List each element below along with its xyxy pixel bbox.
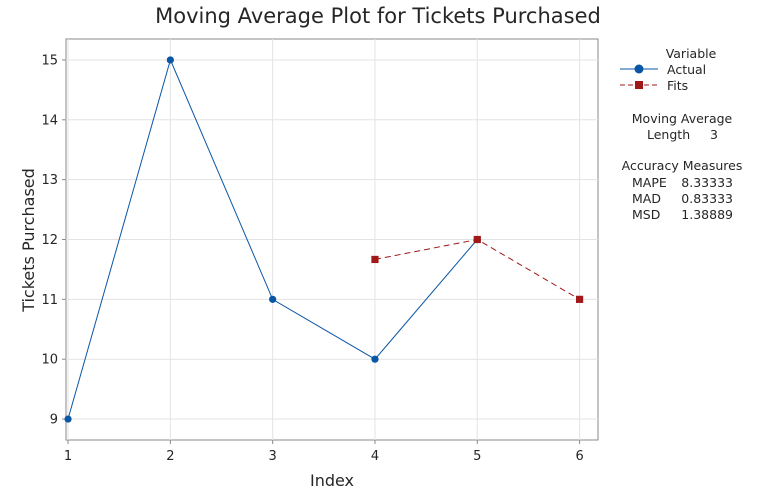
y-tick-label: 13: [41, 173, 58, 188]
y-tick-label: 9: [50, 413, 58, 428]
data-point-fits: [473, 235, 481, 244]
accuracy-label-msd: MSD: [632, 207, 660, 222]
accuracy-measures: Accuracy Measures MAPE 8.33333 MAD 0.833…: [622, 158, 743, 222]
chart-title: Moving Average Plot for Tickets Purchase…: [155, 4, 601, 28]
data-point-fits: [371, 255, 379, 264]
data-series: [64, 56, 584, 423]
accuracy-label-mape: MAPE: [632, 175, 667, 190]
data-point-actual: [64, 415, 72, 423]
moving-average-info: Moving Average Length 3: [632, 111, 733, 142]
x-axis-label: Index: [310, 471, 354, 490]
accuracy-label-mad: MAD: [632, 191, 661, 206]
y-tick-label: 11: [41, 293, 58, 308]
data-point-fits: [575, 295, 584, 303]
gridlines: [66, 39, 598, 440]
legend-label-actual: Actual: [667, 62, 706, 77]
legend-marker-fits: [635, 81, 643, 89]
x-tick-label: 3: [269, 449, 277, 464]
legend-label-fits: Fits: [667, 78, 688, 93]
data-point-actual: [371, 355, 379, 363]
y-tick-label: 10: [41, 353, 58, 368]
moving-average-heading: Moving Average: [632, 111, 733, 126]
x-tick-label: 5: [473, 449, 481, 464]
y-tick-label: 12: [41, 233, 58, 248]
length-value: 3: [710, 127, 718, 142]
legend: Variable Actual Fits: [620, 46, 717, 93]
data-point-actual: [269, 295, 277, 303]
legend-marker-actual: [634, 64, 644, 74]
accuracy-value-msd: 1.38889: [681, 207, 733, 222]
x-tick-label: 4: [371, 449, 379, 464]
y-tick-label: 15: [41, 53, 58, 68]
x-tick-label: 6: [575, 449, 583, 464]
length-label: Length: [647, 127, 690, 142]
x-tick-label: 1: [64, 449, 72, 464]
y-tick-label: 14: [41, 113, 58, 128]
data-point-actual: [166, 56, 174, 64]
x-tick-label: 2: [166, 449, 174, 464]
legend-title: Variable: [666, 46, 717, 61]
accuracy-value-mad: 0.83333: [681, 191, 733, 206]
accuracy-heading: Accuracy Measures: [622, 158, 743, 173]
y-axis-label: Tickets Purchased: [19, 168, 38, 313]
accuracy-value-mape: 8.33333: [681, 175, 733, 190]
